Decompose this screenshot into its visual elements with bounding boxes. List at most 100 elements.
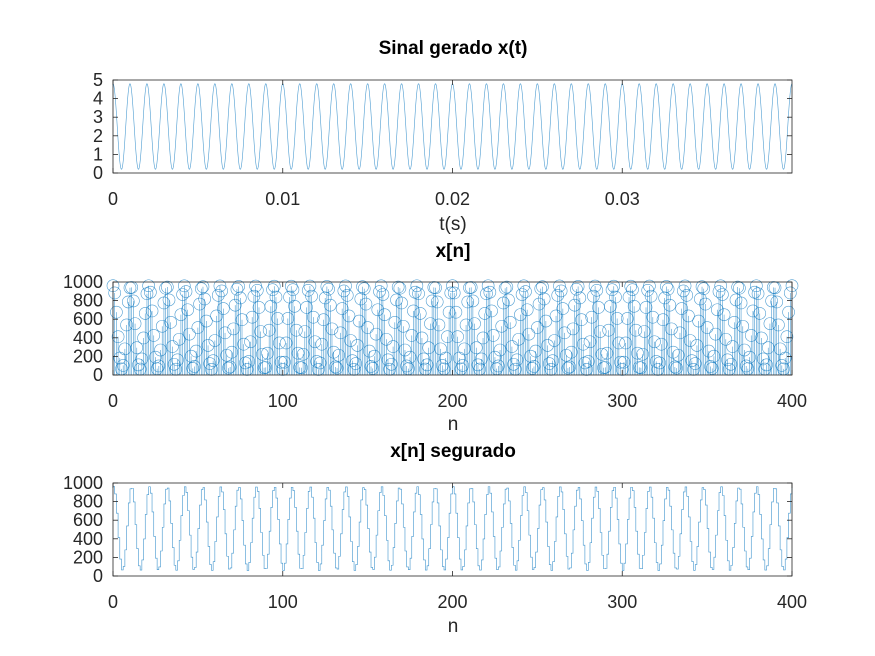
stem-marker [514,308,527,321]
stem-marker [291,346,305,360]
stem-marker [755,331,768,345]
stem-marker [125,281,138,294]
stem-marker [553,279,566,293]
stem-marker [203,357,217,370]
stem-marker [239,356,252,370]
stem-marker [140,287,154,301]
stem-marker [424,317,437,330]
stem-marker [726,340,739,353]
stem-marker [576,337,590,351]
stem-marker [446,279,459,293]
stem-marker [234,291,247,305]
stem-marker [412,287,425,301]
stem-marker [267,279,281,293]
stem-marker [194,282,208,295]
y-tick-label: 0 [93,163,103,183]
stem-marker [485,304,498,318]
stem-marker [585,310,598,324]
stem-marker [269,290,283,304]
stem-marker [685,354,699,367]
stem-marker [121,295,135,309]
x-tick-label: 200 [437,592,467,612]
stem-marker [668,360,682,374]
stem-marker [531,321,544,334]
stem-marker [695,280,709,294]
stem-marker [529,344,542,358]
stem-marker [587,289,600,303]
stem-marker [727,316,741,329]
stem-marker [332,348,346,362]
stem-marker [549,309,563,323]
stem-marker [378,308,391,321]
stem-marker [772,318,785,332]
stem-marker [379,332,393,346]
stem-marker [184,349,198,363]
stem-marker [643,279,656,293]
stem-marker [349,357,363,370]
stem-marker [583,335,597,349]
stem-marker [273,336,286,350]
stem-marker [142,279,155,293]
y-tick-label: 400 [73,328,103,348]
stem-marker [546,354,559,367]
stem-marker [223,360,237,374]
stem-marker [442,305,456,319]
y-tick-label: 400 [73,529,103,549]
stem-marker [354,292,368,306]
stem-marker [709,327,722,341]
stem-marker [510,353,524,367]
stem-marker [660,280,673,293]
stem-marker [368,349,381,363]
stem-marker [519,285,532,298]
stem-marker [171,353,184,367]
stem-marker [415,331,429,345]
stem-marker [391,280,405,294]
stem-marker [147,329,161,342]
stem-marker [661,282,675,296]
stem-marker [500,280,514,294]
stem-marker [344,334,357,347]
stem-marker [605,283,619,297]
stem-marker [237,337,251,351]
stem-marker [537,292,551,306]
stem-marker [602,323,615,337]
stem-marker [675,302,688,315]
stem-marker [162,293,176,307]
stem-marker [486,329,500,342]
stem-marker [217,302,230,315]
stem-marker [694,292,707,306]
stem-marker [407,304,420,318]
stem-marker [290,323,303,337]
stem-marker [352,314,366,328]
stem-marker [356,280,369,294]
stem-marker [183,327,196,341]
stem-marker [665,322,678,336]
stem-marker [340,289,354,302]
stem-marker [750,279,763,293]
stem-marker [548,334,561,347]
y-tick-label: 1000 [63,473,103,493]
stem-marker [166,340,179,353]
stem-marker [189,344,203,358]
stem-marker [520,303,534,317]
stem-marker [432,318,446,332]
stem-marker [242,355,256,368]
stem-marker [116,359,130,372]
stem-marker [430,295,444,309]
stem-marker [266,283,279,297]
stem-marker [502,293,515,307]
stem-marker [682,309,695,323]
stem-marker [683,334,697,347]
stem-marker [137,331,150,345]
subplot-1-title: Sinal gerado x(t) [379,38,528,59]
stem-marker [515,288,529,301]
subplot-1-xlabel: t(s) [439,214,466,235]
y-tick-label: 0 [93,365,103,385]
stem-marker [371,303,385,317]
stem-marker [624,279,638,293]
y-tick-label: 5 [93,70,103,90]
stem-marker [492,359,505,373]
stem-marker [284,279,298,293]
